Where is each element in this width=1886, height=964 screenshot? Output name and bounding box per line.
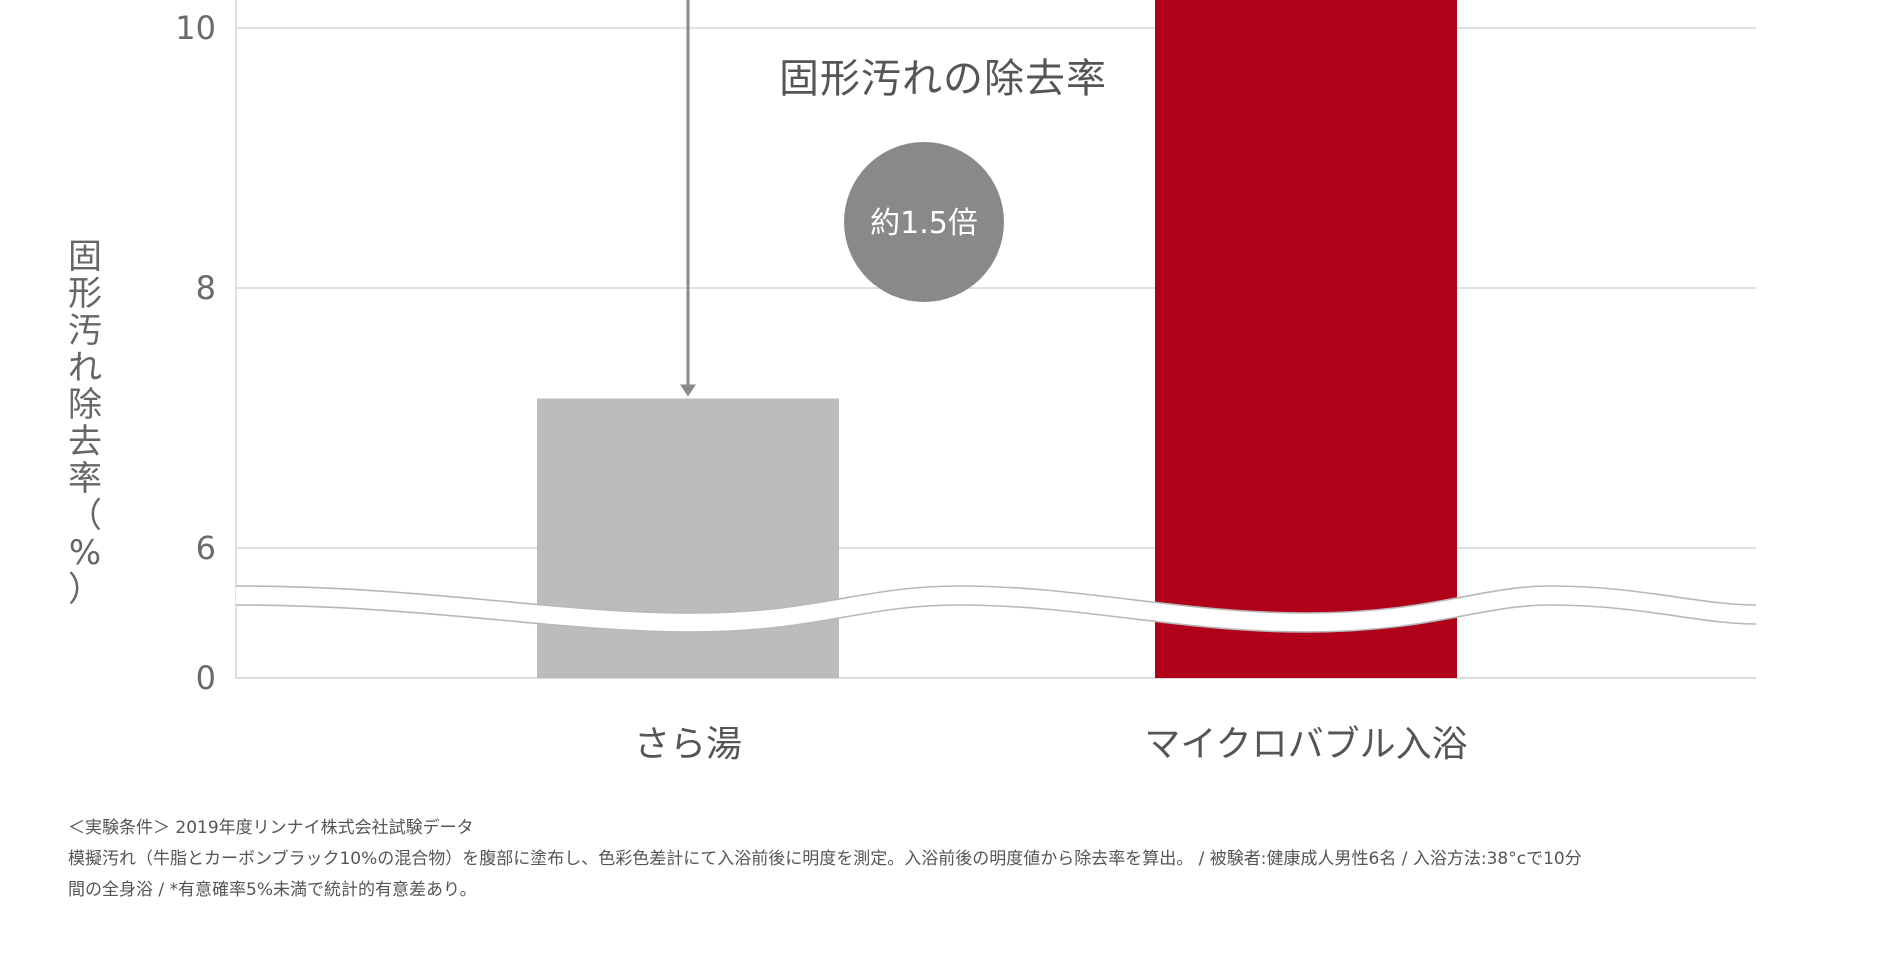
- y-axis-label-char: %: [69, 533, 101, 573]
- y-axis-label-char: （: [68, 496, 102, 536]
- y-axis-label-char: 除: [68, 385, 102, 425]
- y-tick-label-0: 0: [196, 659, 216, 697]
- category-label-2: マイクロバブル入浴: [1144, 724, 1467, 765]
- ratio-badge: [844, 142, 1004, 302]
- footnote-method: 模擬汚れ（牛脂とカーボンブラック10%の混合物）を腹部に塗布し、色彩色差計にて入…: [68, 849, 1582, 869]
- y-tick-label-8: 8: [196, 269, 216, 307]
- chart-title: 固形汚れの除去率: [779, 56, 1107, 102]
- footnote-method-cont: 間の全身浴 / *有意確率5%未満で統計的有意差あり。: [68, 880, 477, 900]
- gridlines: [235, 0, 1756, 679]
- axis-break: [235, 585, 1757, 633]
- comparison-annotation: 約1.5倍: [680, 0, 1004, 397]
- break-line-lower: [235, 604, 1757, 633]
- y-axis-label-char: ）: [68, 570, 102, 610]
- break-line-upper: [235, 585, 1757, 614]
- arrow-head-down: [680, 384, 696, 397]
- bar-1: [537, 398, 839, 678]
- y-axis-ticks: 0681012: [175, 9, 216, 697]
- y-axis-label-char: 形: [68, 274, 102, 314]
- y-tick-label-10: 10: [175, 9, 216, 47]
- x-axis-categories: さら湯 マイクロバブル入浴: [634, 724, 1468, 765]
- footnote-conditions: ＜実験条件＞ 2019年度リンナイ株式会社試験データ: [68, 818, 474, 838]
- y-axis-label-char: 汚: [68, 311, 102, 351]
- y-tick-label-6: 6: [196, 529, 216, 567]
- bar-2: [1155, 0, 1457, 678]
- break-band: [235, 585, 1757, 633]
- y-axis-label-char: 去: [68, 422, 102, 462]
- y-axis-label-char: 固: [68, 237, 102, 277]
- category-label-1: さら湯: [634, 724, 742, 765]
- y-axis-label-char: 率: [68, 459, 102, 499]
- ratio-badge-label: 約1.5倍: [870, 206, 978, 241]
- y-axis-label-char: れ: [68, 348, 102, 388]
